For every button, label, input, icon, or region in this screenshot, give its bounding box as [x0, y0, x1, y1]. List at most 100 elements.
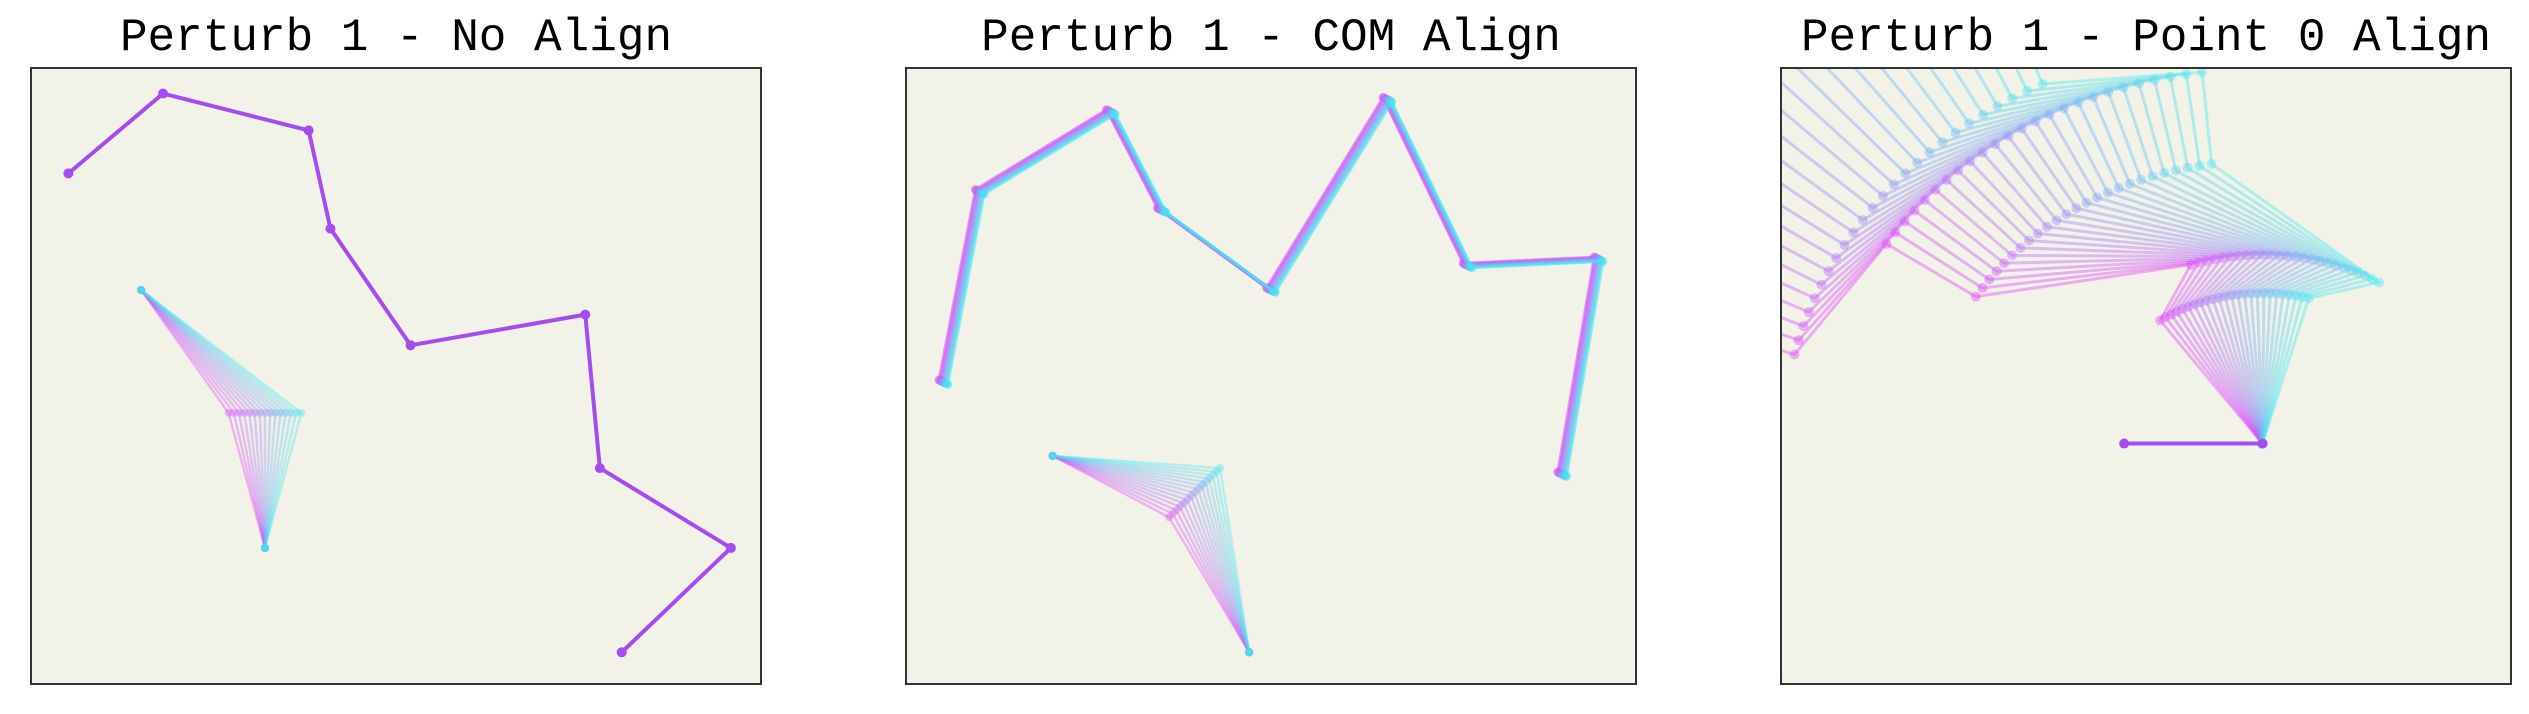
main-chain-point-8	[616, 647, 627, 658]
rotation-frame-1-point-5	[1793, 335, 1804, 346]
rotation-frame-10-line	[1782, 142, 2273, 446]
rotation-frame-13-point-4	[2030, 116, 2041, 127]
frame-9-line	[139, 288, 277, 550]
chart-title-2: Perturb 1 - COM Align	[981, 12, 1561, 64]
perturb-frame-7-point-2	[1245, 648, 1254, 657]
rotation-frame-23-point-2	[2366, 273, 2377, 284]
aligned-frame-7-point-8	[1562, 471, 1572, 481]
frame-4-point-1	[245, 408, 254, 417]
perturb-frame-10-point-0	[1048, 451, 1057, 460]
rotation-frame-1-point-2	[2193, 257, 2204, 268]
perturb-frame-7-point-1	[1190, 488, 1199, 497]
rotation-frame-18-point-1	[2265, 288, 2276, 299]
frame-7-point-1	[260, 408, 269, 417]
rotation-frame-19-point-2	[2337, 262, 2348, 273]
frame-10-point-1	[276, 408, 285, 417]
chart-panel-2	[905, 67, 1637, 685]
frame-6-point-0	[137, 286, 146, 295]
rotation-frame-9-point-5	[1848, 227, 1859, 238]
frame-10-line	[139, 288, 282, 550]
rotation-frame-5-point-4	[1930, 184, 1941, 195]
rotation-frame-5-point-5	[1816, 279, 1827, 290]
rotation-frame-12-point-2	[2282, 250, 2293, 261]
perturb-frame-7-line	[1051, 454, 1251, 654]
perturb-frame-4-line	[1051, 454, 1251, 654]
rotation-frame-9-point-1	[2207, 294, 2218, 305]
frame-10-point-2	[260, 543, 269, 552]
rotation-frame-17-point-5	[1937, 137, 1948, 148]
rotation-frame-21-point-4	[2149, 74, 2160, 85]
rotation-frame-21-line	[1973, 69, 2359, 446]
perturb-frame-0-line	[1051, 454, 1251, 654]
frame-13-line	[139, 288, 298, 550]
main-chain-point-4	[405, 340, 416, 351]
rotation-frame-3-point-5	[1803, 307, 1814, 318]
rotation-frame-10-point-2	[2266, 249, 2277, 260]
rotation-frame-8-point-3	[2032, 228, 2043, 239]
rotation-frame-16-point-1	[2252, 288, 2263, 299]
fixed-segment-point-1	[2119, 438, 2130, 449]
fixed-segment-point-0	[2257, 438, 2268, 449]
rotation-frame-16-line	[1854, 69, 2321, 446]
rotation-frame-24-point-5	[2037, 78, 2048, 89]
rotation-frame-8-line	[1782, 159, 2264, 446]
rotation-frame-13-point-1	[2232, 289, 2243, 300]
aligned-frame-7-point-5	[1387, 97, 1397, 107]
frame-12-point-1	[286, 408, 295, 417]
frame-6-line	[139, 288, 267, 550]
main-chain-point-6	[594, 463, 605, 474]
rotation-frame-20-point-2	[2345, 264, 2356, 275]
perturb-frame-2-line	[1051, 454, 1251, 654]
frame-9-point-1	[271, 408, 280, 417]
chart-panel-1	[30, 67, 762, 685]
rotation-frame-17-point-2	[2322, 257, 2333, 268]
perturb-frame-10-line	[1051, 454, 1251, 654]
rotation-frame-24-point-2	[2373, 277, 2384, 288]
rotation-frame-6-point-5	[1823, 266, 1834, 277]
frame-11-point-2	[260, 543, 269, 552]
perturb-frame-6-point-2	[1245, 648, 1254, 657]
rotation-frame-23-point-5	[2022, 85, 2033, 96]
rotation-frame-8-point-5	[1839, 240, 1850, 251]
rotation-frame-17-line	[1880, 69, 2329, 446]
rotation-frame-20-point-5	[1978, 109, 1989, 120]
rotation-frame-19-point-3	[2147, 171, 2158, 182]
frame-7-point-2	[260, 543, 269, 552]
perturb-frame-5-line	[1051, 454, 1251, 654]
main-chain-line	[66, 91, 733, 655]
rotation-frame-15-point-2	[2306, 254, 2317, 265]
aligned-frame-7-point-0	[943, 379, 953, 389]
rotation-frame-3-point-3	[1991, 266, 2002, 277]
chart-plot-2	[934, 92, 1608, 657]
rotation-frame-10-point-3	[2051, 215, 2062, 226]
rotation-frame-24-point-4	[2197, 69, 2208, 78]
rotation-frame-14-point-1	[2239, 288, 2250, 299]
perturb-frame-5-point-1	[1183, 495, 1192, 504]
frame-9-point-2	[260, 543, 269, 552]
rotation-frame-6-line	[1782, 178, 2264, 446]
rotation-frame-3-line	[1782, 208, 2264, 446]
main-chain-point-1	[158, 88, 169, 99]
frame-14-line	[139, 288, 303, 550]
rotation-frame-17-point-4	[2088, 91, 2099, 102]
frame-3-point-2	[260, 543, 269, 552]
perturb-frame-11-point-2	[1245, 648, 1254, 657]
rotation-frame-9-point-2	[2257, 249, 2268, 260]
frame-5-line	[139, 288, 267, 550]
frame-8-point-0	[137, 286, 146, 295]
rotation-frame-15-point-5	[1912, 157, 1923, 168]
rotation-frame-20-point-3	[2159, 168, 2170, 179]
frame-3-line	[139, 288, 267, 550]
rotation-frame-10-point-4	[1990, 139, 2001, 150]
rotation-frame-13-point-5	[1888, 179, 1899, 190]
rotation-frame-19-point-1	[2271, 288, 2282, 299]
rotation-frame-0-point-4	[1881, 238, 1892, 249]
perturb-frame-1-point-0	[1048, 451, 1057, 460]
rotation-frame-16-point-2	[2314, 255, 2325, 266]
chart-title-1: Perturb 1 - No Align	[119, 12, 673, 64]
frame-13-point-1	[292, 408, 301, 417]
perturb-frame-12-point-2	[1245, 648, 1254, 657]
rotation-frame-12-line	[1782, 108, 2289, 446]
perturb-frame-4-point-0	[1048, 451, 1057, 460]
rotation-frame-12-point-3	[2071, 203, 2082, 214]
